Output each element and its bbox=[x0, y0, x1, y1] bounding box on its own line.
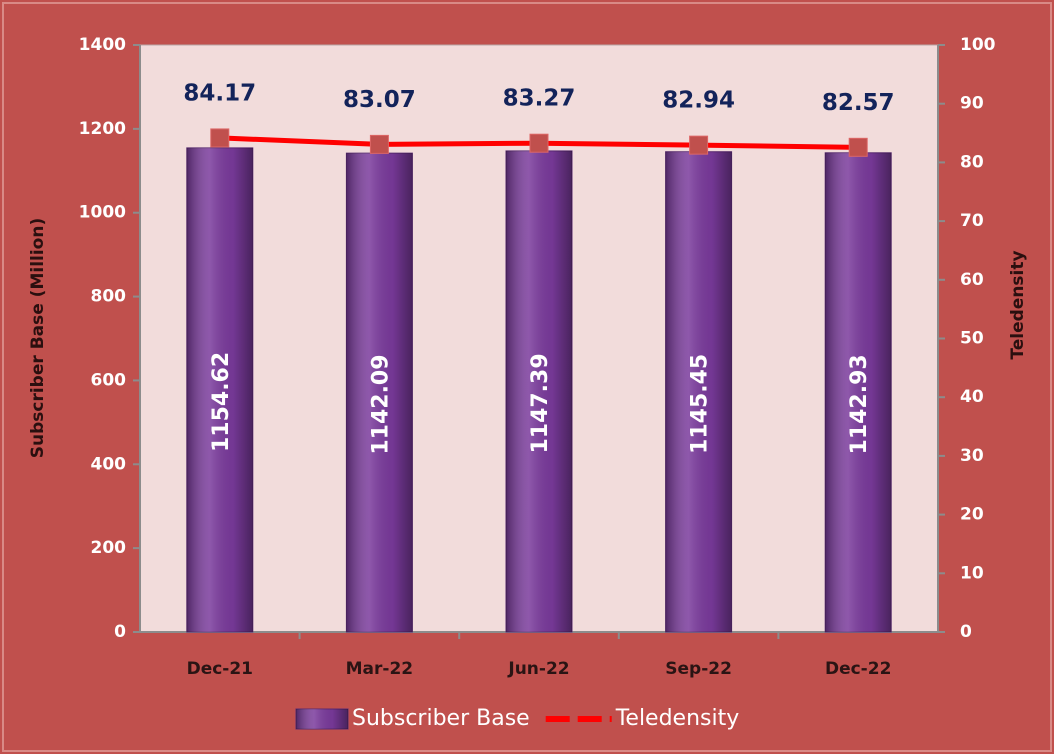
x-tick-label: Dec-21 bbox=[187, 659, 253, 679]
y-tick-label: 0 bbox=[114, 622, 126, 642]
y2-tick-label: 70 bbox=[960, 211, 984, 231]
y-tick-label: 600 bbox=[91, 370, 127, 390]
y2-axis-title: Teledensity bbox=[1008, 250, 1028, 359]
y-tick-label: 800 bbox=[91, 287, 127, 307]
x-tick-label: Dec-22 bbox=[825, 659, 891, 679]
y2-tick-label: 60 bbox=[960, 270, 984, 290]
line-marker bbox=[848, 137, 868, 157]
y2-tick-label: 10 bbox=[960, 563, 984, 583]
y2-tick-label: 0 bbox=[960, 622, 972, 642]
legend-label: Teledensity bbox=[615, 706, 740, 731]
bar-shine bbox=[346, 153, 413, 632]
bar-label: 1154.62 bbox=[209, 352, 234, 452]
bar-label: 1142.09 bbox=[368, 354, 393, 454]
line-marker bbox=[369, 134, 389, 154]
y2-tick-label: 40 bbox=[960, 387, 984, 407]
line-marker bbox=[689, 135, 709, 155]
x-tick-label: Sep-22 bbox=[665, 659, 732, 679]
y-tick-label: 1400 bbox=[79, 35, 126, 55]
bar-label: 1142.93 bbox=[847, 354, 872, 454]
line-label: 84.17 bbox=[183, 80, 256, 106]
bar-label: 1145.45 bbox=[688, 354, 713, 454]
y2-tick-label: 90 bbox=[960, 94, 984, 114]
bar-label: 1147.39 bbox=[528, 353, 553, 453]
legend-label: Subscriber Base bbox=[352, 706, 530, 731]
line-label: 83.27 bbox=[503, 86, 576, 112]
y2-tick-label: 100 bbox=[960, 35, 996, 55]
x-tick-label: Jun-22 bbox=[507, 659, 569, 679]
y-axis-title: Subscriber Base (Million) bbox=[28, 218, 48, 458]
legend-swatch-shine bbox=[296, 709, 348, 729]
line-marker bbox=[529, 133, 549, 153]
bar-shine bbox=[186, 147, 253, 632]
y2-tick-label: 20 bbox=[960, 505, 984, 525]
y-tick-label: 1000 bbox=[79, 203, 126, 223]
line-label: 82.94 bbox=[662, 88, 735, 114]
line-marker bbox=[210, 128, 230, 148]
y-tick-label: 400 bbox=[91, 454, 127, 474]
y2-tick-label: 30 bbox=[960, 446, 984, 466]
y2-tick-label: 80 bbox=[960, 152, 984, 172]
bar-shine bbox=[825, 152, 892, 633]
bar-shine bbox=[665, 151, 732, 632]
line-label: 83.07 bbox=[343, 87, 416, 113]
y2-tick-label: 50 bbox=[960, 329, 984, 349]
y-tick-label: 1200 bbox=[79, 119, 126, 139]
bar-shine bbox=[506, 150, 572, 632]
line-label: 82.57 bbox=[822, 90, 895, 116]
y-tick-label: 200 bbox=[91, 538, 127, 558]
x-tick-label: Mar-22 bbox=[346, 659, 414, 679]
